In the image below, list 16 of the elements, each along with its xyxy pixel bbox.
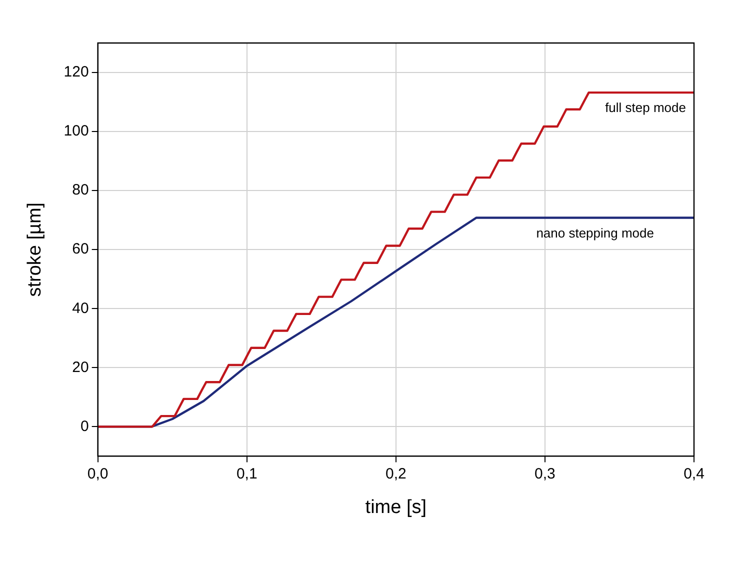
x-tick-label: 0,4 xyxy=(684,465,704,482)
y-tick-label: 20 xyxy=(72,358,89,376)
y-tick-label: 120 xyxy=(64,64,89,81)
x-tick-label: 0,0 xyxy=(87,465,108,482)
x-tick-label: 0,3 xyxy=(534,465,556,482)
y-tick-label: 40 xyxy=(72,300,89,317)
x-tick-label: 0,1 xyxy=(236,465,258,482)
y-tick-label: 100 xyxy=(64,122,89,140)
x-tick-label: 0,2 xyxy=(385,465,406,482)
y-tick-label: 0 xyxy=(80,418,89,435)
series-label: nano stepping mode xyxy=(536,225,654,240)
x-axis-title: time [s] xyxy=(365,496,427,518)
y-tick-label: 60 xyxy=(72,240,89,258)
y-axis-title: stroke [µm] xyxy=(24,202,46,297)
y-tick-label: 80 xyxy=(72,182,89,199)
series-label: full step mode xyxy=(605,100,686,116)
